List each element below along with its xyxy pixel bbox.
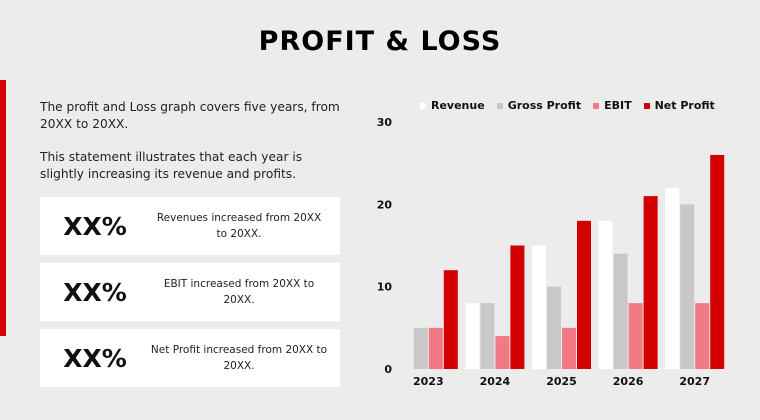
stat-card-revenue: XX% Revenues increased from 20XX to 20XX…: [40, 197, 340, 255]
stat-value: XX%: [63, 211, 127, 241]
intro-paragraph-2: This statement illustrates that each yea…: [40, 150, 303, 181]
stat-value: XX%: [63, 277, 127, 307]
legend-item-gross-profit: Gross Profit: [496, 99, 582, 112]
bar-ebit-2027: [695, 303, 710, 369]
bar-net-profit-2027: [710, 154, 725, 369]
legend-label: Net Profit: [654, 99, 715, 112]
stat-description: EBIT increased from 20XX to 20XX.: [163, 278, 315, 306]
bar-ebit-2025: [562, 327, 576, 369]
y-tick-label: 10: [377, 281, 393, 294]
chart-legend: Revenue Gross Profit EBIT Net Profit: [420, 99, 715, 112]
bar-gross-profit-2023: [413, 327, 428, 369]
bar-gross-profit-2024: [480, 303, 495, 369]
y-tick-label: 20: [377, 198, 393, 211]
bar-net-profit-2023: [443, 270, 458, 369]
legend-item-revenue: Revenue: [420, 99, 485, 112]
bar-gross-profit-2026: [613, 253, 628, 369]
x-tick-label: 2026: [613, 375, 644, 388]
y-tick-label: 0: [384, 363, 392, 376]
x-tick-label: 2025: [546, 375, 577, 388]
bar-revenue-2027: [665, 187, 680, 369]
bar-net-profit-2025: [577, 220, 591, 369]
bar-revenue-2025: [532, 245, 546, 369]
bar-ebit-2023: [428, 327, 443, 369]
stat-value: XX%: [63, 343, 127, 373]
bar-revenue-2026: [598, 220, 613, 369]
intro-paragraph-1: The profit and Loss graph covers five ye…: [40, 100, 340, 131]
x-tick-label: 2024: [480, 375, 511, 388]
y-tick-label: 30: [377, 116, 393, 129]
page-title: PROFIT & LOSS: [258, 26, 502, 57]
bar-ebit-2026: [628, 303, 643, 369]
bar-ebit-2024: [495, 336, 510, 369]
stat-description: Revenues increased from 20XX to 20XX.: [156, 212, 322, 240]
x-tick-label: 2027: [679, 375, 710, 388]
stat-description: Net Profit increased from 20XX to 20XX.: [150, 344, 328, 372]
bar-gross-profit-2027: [680, 204, 695, 369]
bar-gross-profit-2025: [547, 286, 561, 369]
bar-revenue-2024: [465, 303, 480, 369]
legend-label: Revenue: [431, 99, 485, 112]
bar-net-profit-2026: [643, 196, 658, 369]
stat-card-net-profit: XX% Net Profit increased from 20XX to 20…: [40, 329, 340, 387]
x-tick-label: 2023: [413, 375, 444, 388]
legend-item-net-profit: Net Profit: [643, 99, 715, 112]
legend-label: EBIT: [604, 99, 632, 112]
legend-label: Gross Profit: [507, 99, 582, 112]
bar-net-profit-2024: [510, 245, 525, 369]
legend-item-ebit: EBIT: [593, 99, 632, 112]
accent-bar: [0, 80, 6, 336]
stat-card-ebit: XX% EBIT increased from 20XX to 20XX.: [40, 263, 340, 321]
